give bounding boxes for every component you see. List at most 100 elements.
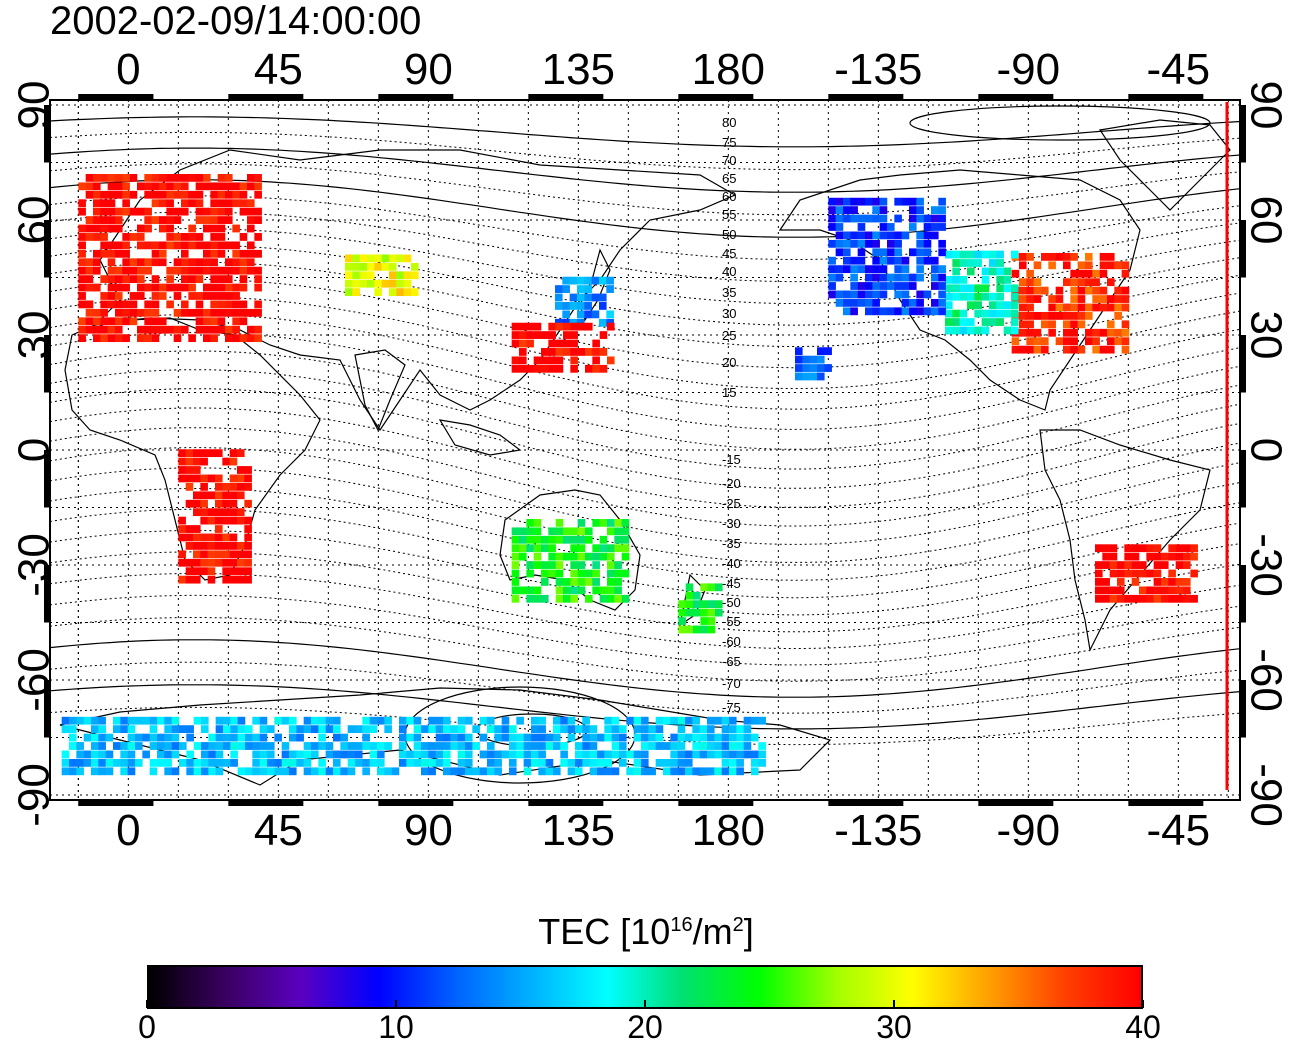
tec-cell [450, 725, 458, 734]
contour-label: -65 [722, 654, 741, 669]
contour-label: -40 [722, 556, 741, 571]
tec-cell [465, 767, 473, 776]
tec-cell [931, 214, 939, 223]
tec-cell [217, 216, 226, 224]
tec-cell [585, 578, 593, 586]
tec-cell [188, 224, 196, 233]
tec-cell [511, 527, 520, 536]
tec-cell [217, 308, 226, 317]
tec-cell [215, 558, 223, 567]
tec-cell [1168, 594, 1176, 603]
tec-cell [809, 364, 818, 372]
tec-cell [952, 292, 960, 301]
tec-cell [835, 265, 844, 274]
tec-cell [215, 733, 224, 742]
tec-cell [523, 758, 532, 767]
tec-cell [181, 174, 189, 182]
tec-cell [1041, 312, 1049, 320]
tec-cell [575, 758, 583, 767]
tec-cell [244, 466, 252, 474]
tec-cell [1048, 320, 1056, 329]
tec-cell [1063, 337, 1071, 346]
tec-cell [562, 310, 570, 319]
tec-cell [137, 182, 145, 191]
tec-cell [582, 758, 590, 767]
tec-cell [217, 325, 226, 334]
contour-label: 45 [722, 246, 736, 261]
tec-cell [494, 767, 502, 776]
tec-cell [592, 356, 600, 365]
tec-cell [714, 716, 722, 725]
tec-cell [217, 266, 226, 275]
tec-cell [563, 586, 571, 595]
tec-cell [582, 733, 590, 742]
tec-cell [1070, 278, 1078, 287]
tec-cell [435, 733, 444, 742]
tec-cell [509, 750, 517, 759]
tec-cell [421, 742, 429, 750]
tec-cell [239, 334, 248, 343]
tec-cell [548, 364, 556, 373]
tec-cell [151, 199, 160, 208]
tec-cell [685, 733, 693, 742]
tec-cell [93, 182, 101, 191]
tec-cell [83, 733, 92, 742]
tec-cell [239, 182, 248, 191]
tec-cell [523, 733, 532, 742]
tec-cell [457, 750, 466, 759]
tec-cell [115, 182, 123, 191]
tec-cell [1085, 337, 1093, 346]
tec-cell [93, 283, 101, 292]
tec-cell [129, 275, 138, 283]
tec-cell [1183, 552, 1191, 561]
tec-cell [511, 535, 520, 544]
tec-cell [1033, 337, 1042, 346]
tec-cell [938, 214, 946, 223]
tec-cell [879, 214, 888, 223]
region-central-north-america [945, 250, 1019, 335]
tec-cell [589, 742, 598, 750]
tec-cell [159, 317, 167, 326]
tec-cell [511, 356, 520, 365]
tec-cell [1168, 586, 1176, 595]
tec-cell [1003, 309, 1012, 318]
tec-cell [1092, 278, 1100, 287]
tec-cell [577, 519, 586, 527]
tec-cell [1077, 261, 1086, 270]
tec-cell [472, 767, 480, 776]
tec-cell [374, 262, 382, 271]
tec-cell [562, 276, 570, 285]
tec-cell [692, 750, 700, 759]
tec-cell [389, 288, 397, 297]
tec-cell [952, 326, 960, 335]
tec-cell [472, 742, 480, 750]
tec-cell [1063, 261, 1071, 270]
tec-cell [817, 372, 825, 381]
tec-cell [511, 569, 520, 578]
tec-cell [736, 725, 744, 734]
tec-cell [122, 308, 130, 317]
tec-cell [570, 527, 578, 536]
tec-cell [597, 750, 605, 759]
tec-cell [989, 318, 997, 326]
tec-cell [981, 326, 990, 335]
tec-cell [413, 716, 422, 725]
tec-cell [362, 725, 370, 734]
tec-cell [200, 516, 208, 525]
tec-cell [795, 355, 803, 364]
tec-cell [159, 174, 167, 182]
tec-cell [105, 750, 114, 759]
tec-cell [938, 248, 946, 257]
tec-cell [865, 231, 873, 240]
tec-cell [916, 298, 924, 307]
tec-cell [399, 742, 407, 750]
tec-cell [137, 325, 145, 334]
tec-cell [178, 449, 186, 458]
lat-tick-left: -30 [10, 533, 59, 597]
tec-cell [1114, 261, 1122, 270]
tec-cell [374, 254, 382, 263]
tec-cell [1183, 586, 1191, 595]
tec-cell [553, 767, 561, 776]
tec-cell [996, 301, 1004, 310]
tec-cell [98, 758, 106, 767]
